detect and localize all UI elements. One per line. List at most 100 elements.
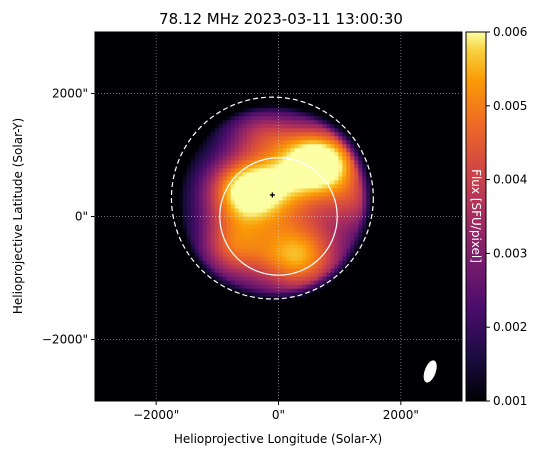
heatmap-cell xyxy=(250,236,255,241)
heatmap-cell xyxy=(342,140,347,145)
heatmap-cell xyxy=(218,256,224,262)
heatmap-cell xyxy=(290,268,295,274)
heatmap-cell xyxy=(254,112,259,117)
heatmap-cell xyxy=(194,208,200,213)
heatmap-cell xyxy=(310,172,315,177)
heatmap-cell xyxy=(262,180,267,185)
heatmap-cell xyxy=(238,132,243,137)
heatmap-cell xyxy=(210,184,216,189)
heatmap-cell xyxy=(242,280,247,286)
heatmap-cell xyxy=(198,248,204,253)
heatmap-cell xyxy=(286,288,291,294)
heatmap-cell xyxy=(218,280,224,286)
heatmap-cell xyxy=(214,264,220,270)
heatmap-cell xyxy=(286,200,291,205)
heatmap-cell xyxy=(262,252,267,258)
heatmap-cell xyxy=(314,236,319,241)
heatmap-cell xyxy=(354,204,359,209)
heatmap-cell xyxy=(350,224,355,229)
heatmap-cell xyxy=(310,180,315,185)
heatmap-cell xyxy=(294,120,299,125)
heatmap-cell xyxy=(238,244,243,249)
heatmap-cell xyxy=(306,140,311,145)
heatmap-cell xyxy=(274,160,279,165)
heatmap-cell xyxy=(334,148,339,153)
heatmap-cell xyxy=(290,132,295,137)
heatmap-cell xyxy=(330,256,335,262)
heatmap-cell xyxy=(290,156,295,161)
heatmap-cell xyxy=(258,252,263,258)
heatmap-cell xyxy=(274,148,279,153)
heatmap-cell xyxy=(346,232,351,237)
heatmap-cell xyxy=(278,268,283,274)
heatmap-cell xyxy=(226,144,232,149)
heatmap-cell xyxy=(318,140,323,145)
heatmap-cell xyxy=(306,268,311,274)
heatmap-cell xyxy=(298,244,303,249)
heatmap-cell xyxy=(294,208,299,213)
heatmap-cell xyxy=(262,208,267,213)
heatmap-cell xyxy=(230,152,236,157)
heatmap-cell xyxy=(306,288,311,294)
heatmap-cell xyxy=(222,272,228,278)
heatmap-cell xyxy=(342,168,347,173)
heatmap-cell xyxy=(218,236,224,241)
heatmap-cell xyxy=(214,212,220,217)
heatmap-cell xyxy=(234,212,240,217)
heatmap-cell xyxy=(310,116,315,121)
heatmap-cell xyxy=(210,224,216,229)
heatmap-cell xyxy=(194,216,200,221)
heatmap-cell xyxy=(230,168,236,173)
heatmap-cell xyxy=(330,144,335,149)
heatmap-cell xyxy=(238,208,243,213)
heatmap-cell xyxy=(302,264,307,270)
heatmap-cell xyxy=(350,164,355,169)
heatmap-cell xyxy=(326,156,331,161)
heatmap-cell xyxy=(318,192,323,197)
heatmap-cell xyxy=(258,128,263,133)
heatmap-cell xyxy=(314,232,319,237)
heatmap-cell xyxy=(278,236,283,241)
heatmap-cell xyxy=(270,164,275,169)
heatmap-cell xyxy=(222,284,228,290)
heatmap-cell xyxy=(318,144,323,149)
heatmap-cell xyxy=(266,256,271,262)
heatmap-cell xyxy=(190,228,196,233)
heatmap-cell xyxy=(270,132,275,137)
heatmap-cell xyxy=(206,148,212,153)
heatmap-cell xyxy=(298,228,303,233)
heatmap-cell xyxy=(202,248,208,253)
heatmap-cell xyxy=(202,184,208,189)
heatmap-cell xyxy=(234,216,240,221)
heatmap-cell xyxy=(322,212,327,217)
heatmap-cell xyxy=(306,160,311,165)
heatmap-cell xyxy=(242,184,247,189)
heatmap-cell xyxy=(310,188,315,193)
heatmap-cell xyxy=(298,212,303,217)
heatmap-cell xyxy=(270,236,275,241)
heatmap-cell xyxy=(198,208,204,213)
heatmap-cell xyxy=(246,260,251,266)
heatmap-cell xyxy=(206,272,212,278)
heatmap-cell xyxy=(286,168,291,173)
heatmap-cell xyxy=(330,136,335,141)
heatmap-cell xyxy=(282,136,287,141)
heatmap-cell xyxy=(206,188,212,193)
heatmap-cell xyxy=(266,152,271,157)
heatmap-cell xyxy=(210,180,216,185)
heatmap-cell xyxy=(346,260,351,266)
heatmap-cell xyxy=(358,156,363,161)
heatmap-cell xyxy=(330,168,335,173)
heatmap-cell xyxy=(226,264,232,270)
heatmap-cell xyxy=(190,244,196,249)
heatmap-cell xyxy=(222,244,228,249)
heatmap-cell xyxy=(250,240,255,245)
heatmap-cell xyxy=(242,244,247,249)
heatmap-cell xyxy=(262,112,267,117)
heatmap-cell xyxy=(238,256,243,262)
heatmap-cell xyxy=(286,228,291,233)
heatmap-cell xyxy=(294,244,299,249)
heatmap-cell xyxy=(338,228,343,233)
heatmap-cell xyxy=(322,248,327,253)
heatmap-cell xyxy=(186,216,192,221)
